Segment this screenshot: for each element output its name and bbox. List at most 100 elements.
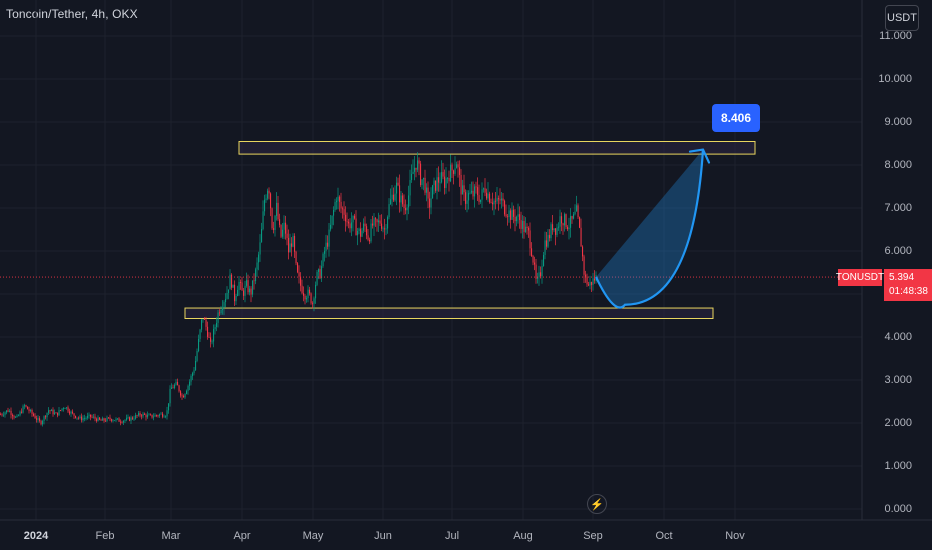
candle-body [223, 302, 225, 308]
candle-body [54, 412, 56, 415]
candle-body [528, 227, 530, 231]
candle-body [78, 417, 80, 419]
candle-body [22, 406, 24, 413]
candle-body [178, 385, 180, 392]
candle-body [85, 417, 87, 419]
candle-body [325, 242, 327, 251]
candle-body [457, 164, 459, 168]
candle-body [175, 381, 177, 385]
candle-body [540, 272, 542, 277]
candle-body [300, 276, 302, 286]
y-tick-label: 10.000 [878, 73, 912, 85]
candle-body [361, 230, 363, 237]
candle-body [21, 411, 23, 413]
candle-body [268, 190, 270, 194]
candle-body [289, 243, 291, 253]
candle-body [579, 217, 581, 228]
candle-body [207, 326, 209, 337]
candle-body [72, 411, 74, 414]
candle-body [45, 416, 47, 418]
candle-body [36, 418, 38, 420]
candle-body [55, 412, 57, 414]
candle-body [102, 418, 104, 421]
candle-body [205, 319, 207, 327]
x-tick-label: Feb [95, 530, 115, 542]
candle-body [247, 280, 249, 293]
candle-body [243, 290, 245, 296]
candle-body [283, 222, 285, 230]
candle-body [177, 381, 179, 386]
candle-body [520, 220, 522, 229]
candle-body [129, 417, 131, 421]
candle-body [169, 388, 171, 404]
candle-body [450, 164, 452, 182]
candle-body [378, 220, 380, 223]
candle-body [63, 408, 65, 410]
candle-body [280, 224, 282, 237]
candle-body [204, 319, 206, 320]
candle-body [331, 215, 333, 225]
candle-body [12, 414, 14, 417]
candle-body [156, 415, 158, 416]
candle-body [70, 411, 72, 414]
candle-body [273, 228, 275, 230]
candle-body [382, 228, 384, 230]
candle-body [409, 180, 411, 196]
candle-body [480, 199, 482, 202]
y-tick-label: 3.000 [884, 374, 912, 386]
candle-body [570, 216, 572, 228]
candle-body [555, 228, 557, 235]
candle-body [210, 337, 212, 342]
candle-body [111, 419, 113, 421]
candle-body [261, 229, 263, 243]
candle-body [141, 415, 143, 417]
candle-body [228, 289, 230, 293]
candle-body [132, 417, 134, 419]
candle-body [460, 174, 462, 195]
candle-body [37, 418, 39, 420]
candle-body [358, 228, 360, 231]
candle-body [202, 319, 204, 320]
candle-body [288, 237, 290, 253]
lightning-icon[interactable]: ⚡ [587, 494, 607, 514]
candle-body [154, 415, 156, 417]
candle-body [214, 327, 216, 330]
last-price-tag: 5.394 01:48:38 [884, 269, 932, 301]
candle-body [436, 177, 438, 191]
y-tick-label: 8.000 [884, 159, 912, 171]
candle-body [229, 274, 231, 290]
candle-body [157, 415, 159, 417]
candle-body [6, 410, 8, 413]
candle-body [556, 227, 558, 235]
candle-body [249, 288, 251, 293]
candle-body [285, 222, 287, 234]
candle-body [130, 417, 132, 421]
candle-body [231, 274, 233, 288]
candle-body [340, 201, 342, 209]
candle-body [583, 256, 585, 275]
candle-body [316, 271, 318, 285]
candle-body [7, 410, 9, 412]
candle-body [84, 418, 86, 419]
candle-body [301, 285, 303, 294]
candle-body [445, 178, 447, 188]
candle-body [504, 200, 506, 215]
candle-body [148, 414, 150, 416]
candle-body [174, 384, 176, 388]
candle-body [370, 223, 372, 242]
candle-body [462, 185, 464, 195]
candle-body [220, 309, 222, 314]
candle-body [90, 414, 92, 417]
candle-body [1, 414, 3, 416]
candle-body [303, 293, 305, 296]
candle-body [30, 410, 32, 412]
candle-body [589, 281, 591, 286]
candle-body [399, 185, 401, 203]
currency-button[interactable]: USDT [885, 5, 919, 31]
candle-body [279, 219, 281, 225]
candle-body [88, 414, 90, 416]
candle-body [546, 240, 548, 247]
candle-body [57, 412, 59, 416]
candle-body [526, 226, 528, 228]
